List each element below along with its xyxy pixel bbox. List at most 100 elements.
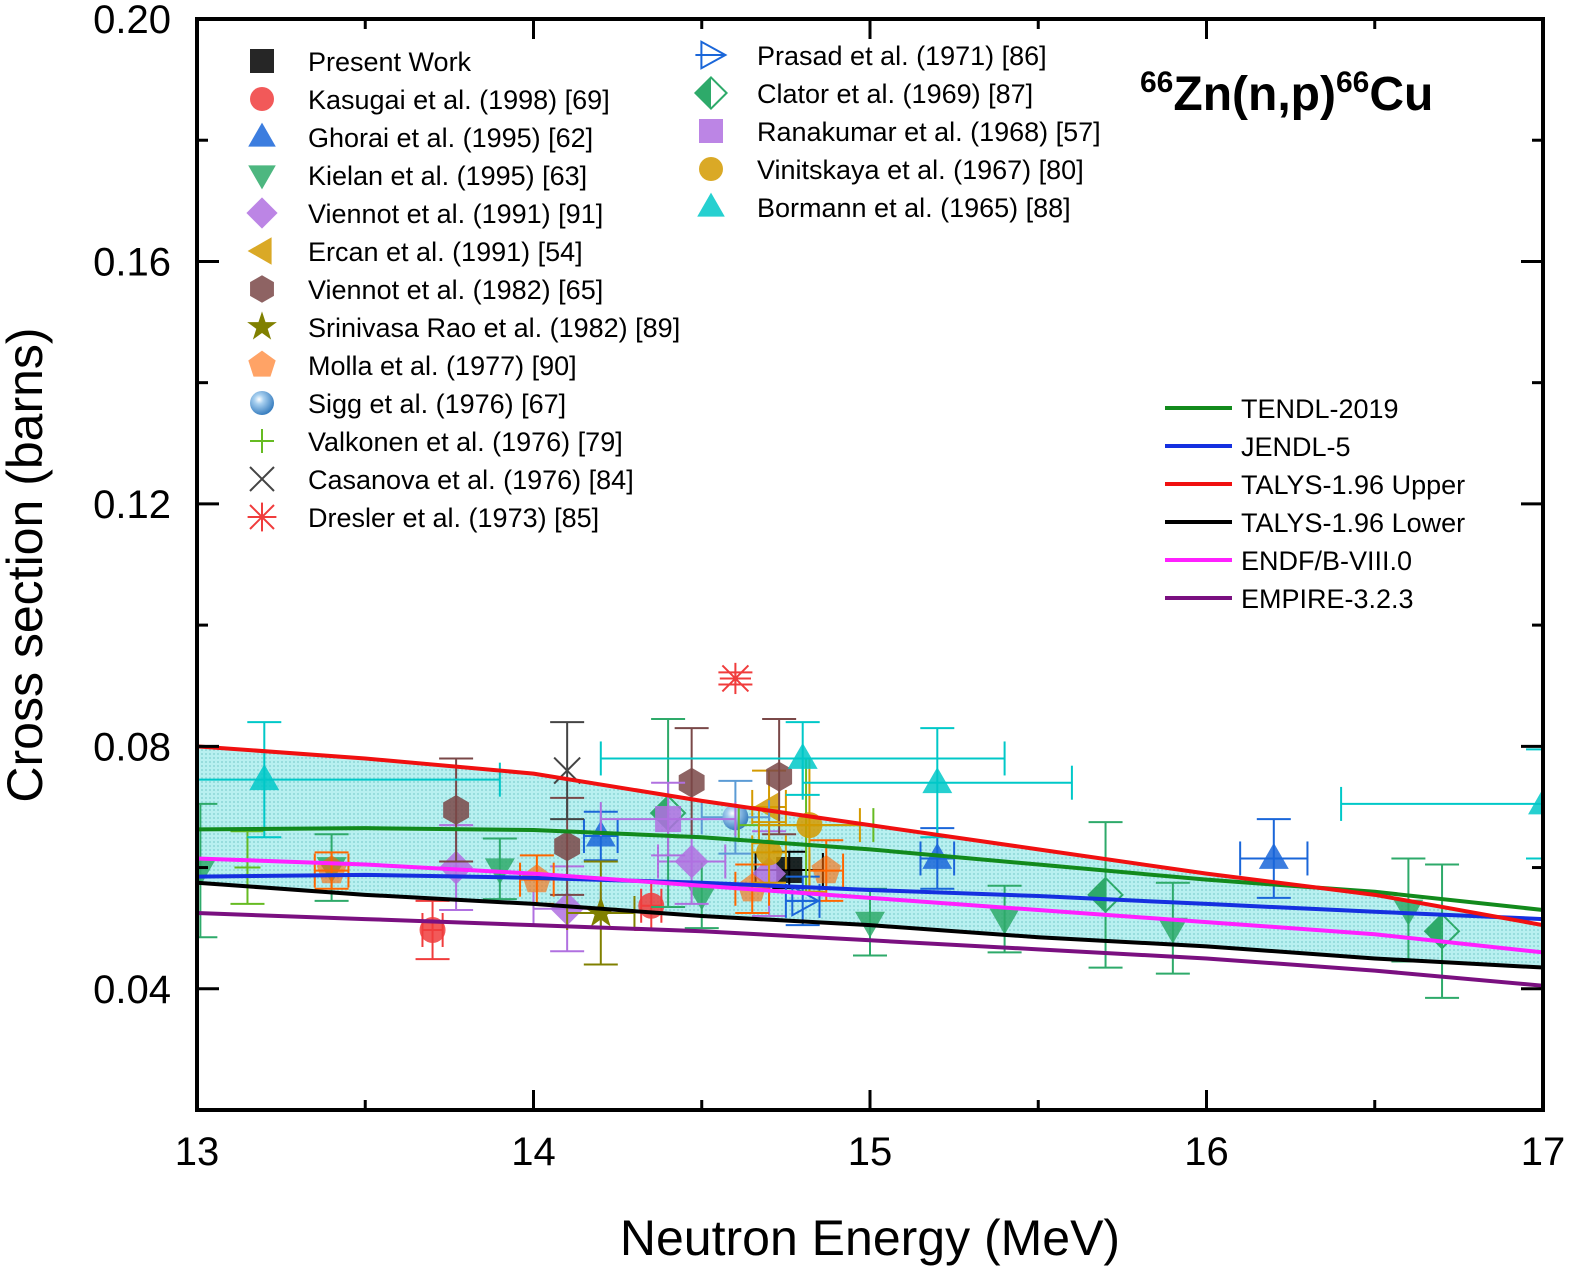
x-axis-title: Neutron Energy (MeV) [620, 1210, 1120, 1266]
legend-marker [248, 122, 276, 147]
legend-label: Present Work [308, 47, 472, 77]
data-point [989, 908, 1020, 935]
legend-item-srinivasa-rao-et-al-1982-89: Srinivasa Rao et al. (1982) [89] [247, 311, 680, 343]
legend-item-kielan-et-al-1995-63: Kielan et al. (1995) [63] [248, 161, 587, 191]
legend-label: Sigg et al. (1976) [67] [308, 389, 566, 419]
title-sup-2: 66 [1336, 66, 1369, 99]
legend-label: Kasugai et al. (1998) [69] [308, 85, 610, 115]
legend-item-empire-3-2-3: EMPIRE-3.2.3 [1165, 584, 1414, 614]
legend-item-sigg-et-al-1976-67: Sigg et al. (1976) [67] [250, 389, 566, 419]
legend-item-dresler-et-al-1973-85: Dresler et al. (1973) [85] [247, 502, 599, 533]
legend-marker [250, 391, 274, 415]
marker-fill [695, 77, 711, 109]
marker-stroke [249, 466, 275, 492]
legend-label: Dresler et al. (1973) [85] [308, 503, 599, 533]
legend-label: Viennot et al. (1982) [65] [308, 275, 603, 305]
legend-label: Ghorai et al. (1995) [62] [308, 123, 593, 153]
legend-item-viennot-et-al-1982-65: Viennot et al. (1982) [65] [250, 275, 603, 305]
legend-label: ENDF/B-VIII.0 [1241, 546, 1412, 576]
evaluation-curves [197, 744, 1543, 988]
data-point [1528, 788, 1543, 815]
legend-marker [248, 165, 276, 190]
data-point [1157, 917, 1188, 944]
legend-item-endf-b-viii-0: ENDF/B-VIII.0 [1165, 546, 1412, 576]
legend-marker [250, 429, 274, 453]
series-dresler-et-al-1973-85 [718, 662, 753, 695]
x-tick-label: 15 [848, 1130, 893, 1174]
data-point [737, 873, 768, 902]
legend-label: TENDL-2019 [1241, 394, 1399, 424]
talys-uncertainty-band [197, 746, 1543, 968]
data-point [1087, 876, 1124, 914]
legend-marker [247, 311, 277, 340]
legend-item-valkonen-et-al-1976-79: Valkonen et al. (1976) [79] [250, 427, 623, 457]
data-point [443, 795, 470, 825]
legend-item-viennot-et-al-1991-91: Viennot et al. (1991) [91] [246, 197, 603, 229]
data-point [719, 662, 751, 695]
legend-label: EMPIRE-3.2.3 [1241, 584, 1414, 614]
legend-item-molla-et-al-1977-90: Molla et al. (1977) [90] [248, 350, 577, 381]
data-point [766, 761, 793, 792]
legend-marker [695, 40, 728, 70]
legend-item-talys-1-96-upper: TALYS-1.96 Upper [1165, 470, 1465, 500]
legend-marker [250, 275, 274, 303]
legend-label: TALYS-1.96 Upper [1241, 470, 1465, 500]
data-point [584, 896, 617, 927]
title-main-1: Zn(n,p) [1173, 68, 1336, 121]
legend-item-ranakumar-et-al-1968-57: Ranakumar et al. (1968) [57] [699, 117, 1101, 147]
x-tick-label: 17 [1521, 1130, 1566, 1174]
data-point [787, 742, 818, 769]
legend-label: JENDL-5 [1241, 432, 1351, 462]
data-point [686, 884, 717, 911]
legend-marker [699, 119, 723, 143]
legend-label: Casanova et al. (1976) [84] [308, 465, 634, 495]
data-point [756, 839, 783, 866]
legend-item-tendl-2019: TENDL-2019 [1165, 394, 1399, 424]
legend-label: Prasad et al. (1971) [86] [757, 41, 1047, 71]
data-point [678, 767, 705, 798]
legend-marker [249, 466, 275, 492]
curve-empire-3-2-3 [197, 911, 1543, 988]
x-tick-label: 16 [1184, 1130, 1229, 1174]
data-point [1258, 842, 1289, 869]
y-axis-title: Cross section (barns) [0, 327, 53, 802]
legend-label: TALYS-1.96 Lower [1241, 508, 1465, 538]
svg-text:66Zn(n,p)66Cu: 66Zn(n,p)66Cu [1140, 66, 1433, 121]
legend-item-bormann-et-al-1965-88: Bormann et al. (1965) [88] [697, 192, 1071, 223]
y-tick-label: 0.12 [93, 483, 171, 527]
legend-marker [697, 192, 725, 217]
series-bormann-et-al-1965-88 [197, 721, 1543, 860]
legend-marker [699, 157, 723, 181]
axes: 13 14 15 16 17 0.04 0.08 0.12 0.16 0.20 [93, 0, 1565, 1174]
curve-talys-1-96-upper [197, 744, 1543, 928]
y-tick-label: 0.04 [93, 968, 171, 1012]
curve-endf-b-viii-0 [197, 856, 1543, 955]
legend-evaluations: TENDL-2019 JENDL-5 TALYS-1.96 Upper TALYS-1… [1165, 394, 1465, 614]
series-prasad-et-al-1971-86 [784, 875, 821, 927]
legend-marker [250, 49, 274, 73]
marker-fill [1088, 877, 1106, 912]
legend-label: Ercan et al. (1991) [54] [308, 237, 583, 267]
curve-jendl-5 [197, 872, 1543, 922]
legend-label: Valkonen et al. (1976) [79] [308, 427, 623, 457]
legend-item-prasad-et-al-1971-86: Prasad et al. (1971) [86] [695, 40, 1047, 71]
legend-label: Molla et al. (1977) [90] [308, 351, 577, 381]
y-tick-label: 0.16 [93, 240, 171, 284]
legend-item-talys-1-96-lower: TALYS-1.96 Lower [1165, 508, 1465, 538]
legend-item-jendl-5: JENDL-5 [1165, 432, 1351, 462]
legend-item-ercan-et-al-1991-54: Ercan et al. (1991) [54] [247, 237, 583, 267]
legend-item-vinitskaya-et-al-1967-80: Vinitskaya et al. (1967) [80] [699, 155, 1084, 185]
legend-label: Clator et al. (1969) [87] [757, 79, 1033, 109]
x-tick-label: 13 [175, 1130, 220, 1174]
legend-marker [250, 87, 274, 111]
legend-marker [248, 350, 276, 377]
legend-item-clator-et-al-1969-87: Clator et al. (1969) [87] [693, 75, 1033, 111]
data-point [674, 844, 709, 879]
legend-marker [246, 197, 278, 229]
legend-item-ghorai-et-al-1995-62: Ghorai et al. (1995) [62] [248, 122, 593, 153]
data-point [753, 791, 780, 822]
legend-label: Srinivasa Rao et al. (1982) [89] [308, 313, 680, 343]
legend-item-present-work: Present Work [250, 47, 472, 77]
legend-marker [693, 75, 729, 111]
